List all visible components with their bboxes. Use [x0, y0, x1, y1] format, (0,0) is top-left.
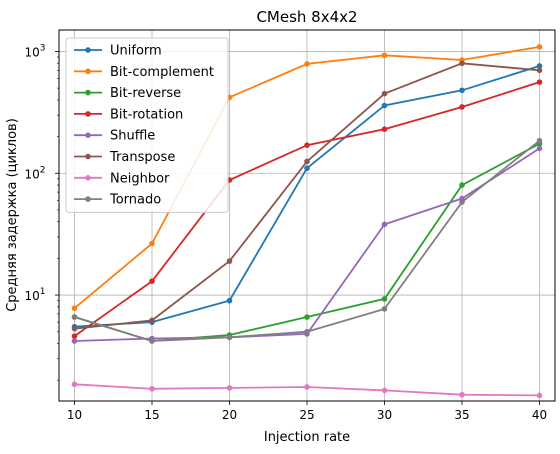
y-tick-label: 101	[24, 287, 45, 303]
data-point	[149, 317, 155, 324]
x-tick-label: 20	[222, 408, 237, 422]
data-point	[226, 297, 233, 304]
data-point	[71, 338, 78, 344]
y-tick-label: 102	[24, 165, 45, 181]
data-point	[304, 328, 310, 335]
data-point	[536, 137, 543, 144]
data-point	[304, 158, 310, 165]
data-point	[71, 305, 78, 312]
data-point	[149, 338, 155, 344]
series-lines	[71, 44, 543, 399]
legend-box	[65, 37, 229, 213]
legend-marker	[85, 175, 91, 181]
data-point	[381, 102, 388, 109]
data-point	[71, 381, 78, 388]
legend-marker	[85, 47, 91, 53]
x-tick-label: 10	[67, 408, 82, 422]
legend-label: Bit-complement	[110, 65, 214, 80]
legend-marker	[85, 111, 91, 117]
data-point	[149, 240, 155, 247]
data-point	[71, 325, 78, 332]
legend-label: Uniform	[110, 44, 162, 59]
data-point	[71, 314, 78, 320]
data-point	[381, 296, 388, 302]
data-point	[536, 392, 543, 399]
legend-label: Shuffle	[110, 129, 155, 144]
data-point	[304, 384, 310, 390]
data-point	[226, 385, 233, 391]
y-axis: 101 102 103	[24, 43, 59, 381]
chart-title: CMesh 8x4x2	[256, 8, 357, 26]
data-point	[381, 90, 388, 97]
legend-marker	[85, 132, 91, 138]
y-tick-label: 103	[24, 43, 45, 59]
data-point	[536, 145, 543, 152]
legend-label: Tornado	[109, 193, 161, 208]
x-tick-label: 40	[532, 408, 547, 422]
data-point	[304, 165, 310, 172]
data-point	[304, 142, 310, 148]
y-axis-label: Средняя задержка (циклов)	[5, 118, 20, 312]
data-point	[149, 386, 155, 392]
data-point	[536, 79, 543, 85]
x-tick-label: 35	[454, 408, 469, 422]
data-point	[304, 61, 310, 67]
data-point	[536, 63, 543, 69]
legend-label: Neighbor	[110, 171, 170, 186]
legend-label: Bit-reverse	[110, 86, 181, 101]
data-point	[381, 126, 388, 132]
legend-marker	[85, 68, 91, 75]
data-point	[381, 306, 388, 312]
data-point	[459, 182, 465, 188]
data-point	[459, 87, 465, 94]
x-tick-label: 15	[144, 408, 159, 422]
x-axis-label: Injection rate	[264, 430, 350, 445]
data-point	[536, 44, 543, 50]
x-tick-label: 30	[377, 408, 392, 422]
legend-marker	[85, 89, 91, 96]
data-point	[381, 387, 388, 394]
legend-marker	[85, 196, 91, 202]
data-point	[149, 278, 155, 284]
data-point	[381, 52, 388, 59]
data-point	[71, 333, 78, 339]
data-point	[459, 391, 465, 398]
data-point	[226, 334, 233, 341]
legend: Uniform Bit-complement Bit-reverse Bit-rota…	[65, 37, 229, 213]
data-point	[459, 60, 465, 67]
data-point	[459, 199, 465, 205]
data-point	[381, 221, 388, 228]
data-point	[226, 258, 233, 264]
data-point	[536, 67, 543, 74]
data-point	[459, 104, 465, 110]
data-point	[304, 314, 310, 320]
x-tick-label: 25	[299, 408, 314, 422]
legend-label: Bit-rotation	[110, 107, 183, 122]
legend-marker	[85, 153, 91, 160]
x-axis: 10 15 20 25 30 35 40	[67, 401, 547, 422]
legend-label: Transpose	[109, 150, 175, 165]
